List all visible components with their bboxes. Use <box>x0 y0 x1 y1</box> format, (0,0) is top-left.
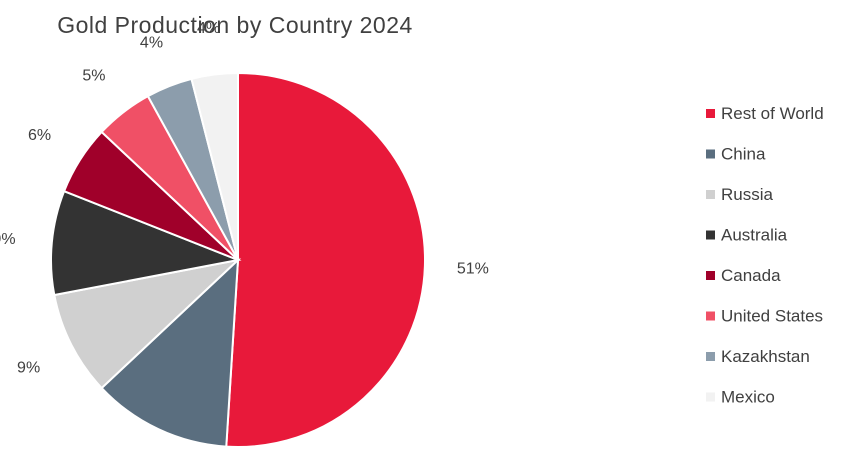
data-label-mexico: 4% <box>197 20 220 37</box>
legend-swatch <box>706 352 715 361</box>
legend-item-kazakhstan: Kazakhstan <box>706 347 810 366</box>
pie-slice-australia <box>50 189 242 297</box>
pie-slice-rest-of-world <box>225 71 426 448</box>
legend-item-russia: Russia <box>706 185 774 204</box>
data-label-kazakhstan: 4% <box>140 35 163 52</box>
legend-item-united-states: United States <box>706 307 823 326</box>
legend-label: Kazakhstan <box>721 347 810 366</box>
legend-item-canada: Canada <box>706 266 781 285</box>
legend-item-china: China <box>706 145 766 164</box>
pie-slice-mexico <box>190 71 239 261</box>
legend-swatch <box>706 271 715 280</box>
data-label-united-states: 5% <box>82 67 105 84</box>
data-label-russia: 9% <box>17 360 40 377</box>
legend-item-mexico: Mexico <box>706 388 775 407</box>
pie-slice-china <box>100 257 240 448</box>
legend-label: Mexico <box>721 388 775 407</box>
legend-label: Australia <box>721 226 788 245</box>
legend-label: Canada <box>721 266 781 285</box>
data-label-rest-of-world: 51% <box>457 260 489 277</box>
legend-swatch <box>706 392 715 402</box>
legend-label: Russia <box>721 185 774 204</box>
legend-swatch <box>706 149 715 159</box>
data-labels: 51%12%9%9%6%5%4%4% <box>0 20 489 466</box>
legend-item-australia: Australia <box>706 226 788 245</box>
legend-item-rest-of-world: Rest of World <box>706 104 824 123</box>
data-label-canada: 6% <box>28 127 51 144</box>
pie-slices <box>50 71 426 448</box>
legend-swatch <box>706 190 715 199</box>
legend-label: China <box>721 145 766 164</box>
legend: Rest of World China Russia Australia Canada U… <box>706 104 824 407</box>
chart-title: Gold Production by Country 2024 <box>57 12 413 38</box>
legend-label: United States <box>721 307 823 326</box>
pie-slice-russia <box>53 258 242 390</box>
data-label-australia: 9% <box>0 231 16 248</box>
legend-swatch <box>706 311 715 321</box>
legend-swatch <box>706 230 715 240</box>
legend-swatch <box>706 109 715 118</box>
legend-label: Rest of World <box>721 104 824 123</box>
